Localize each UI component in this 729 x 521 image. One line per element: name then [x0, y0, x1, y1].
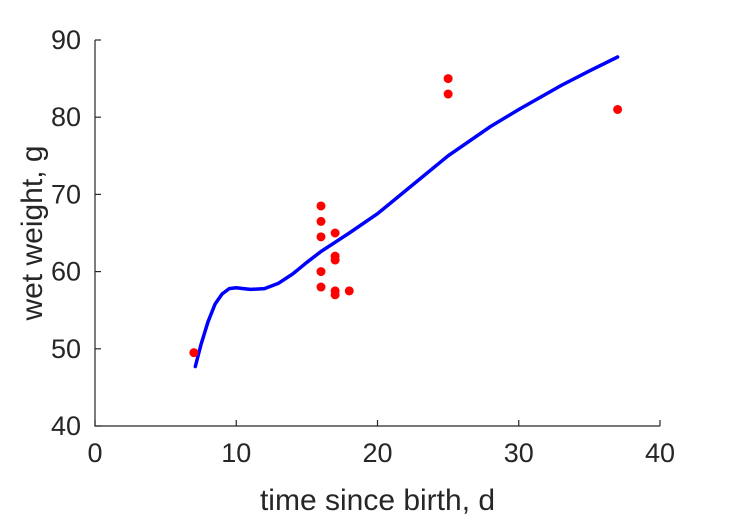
- data-point: [189, 348, 199, 358]
- y-tick-label: 60: [51, 257, 81, 287]
- data-point: [330, 290, 340, 300]
- x-tick-label: 10: [221, 438, 251, 468]
- y-axis-label: wet weight, g: [16, 145, 49, 321]
- x-axis-label: time since birth, d: [260, 484, 495, 517]
- y-tick-label: 50: [51, 334, 81, 364]
- y-tick-label: 90: [51, 25, 81, 55]
- y-tick-label: 70: [51, 179, 81, 209]
- x-tick-label: 0: [87, 438, 102, 468]
- data-point: [316, 216, 326, 226]
- data-point: [443, 74, 453, 84]
- data-point: [443, 89, 453, 99]
- axes: [94, 40, 660, 427]
- data-point: [330, 255, 340, 265]
- x-tick-label: 30: [504, 438, 534, 468]
- series-layer: [189, 55, 623, 369]
- data-point: [316, 201, 326, 211]
- x-ticks: 0 10 20 30 40: [87, 420, 675, 468]
- y-ticks: 40 50 60 70 80 90: [51, 25, 101, 441]
- data-point: [316, 282, 326, 292]
- x-tick-label: 20: [362, 438, 392, 468]
- axis-box: [94, 40, 660, 427]
- data-point: [316, 232, 326, 242]
- data-point: [316, 267, 326, 277]
- x-tick-label: 40: [645, 438, 675, 468]
- data-point: [613, 104, 623, 114]
- data-point: [344, 286, 354, 296]
- fit-curve-line: [193, 55, 620, 369]
- data-point: [330, 228, 340, 238]
- y-tick-label: 40: [51, 411, 81, 441]
- y-tick-label: 80: [51, 102, 81, 132]
